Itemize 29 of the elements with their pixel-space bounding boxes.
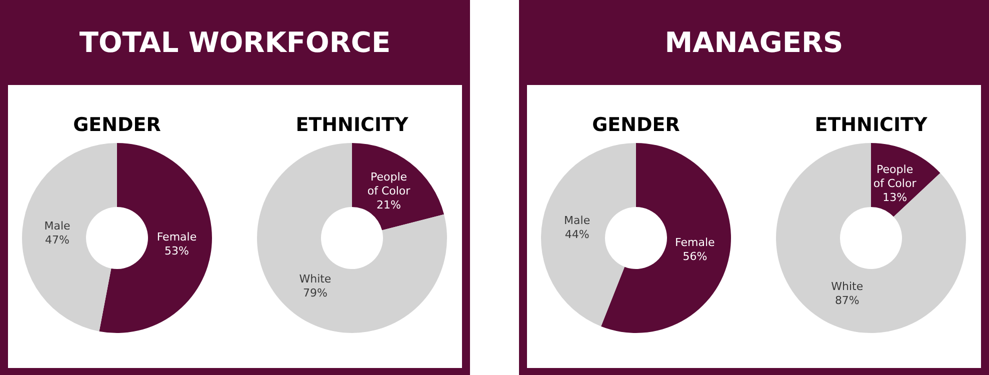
data-label: 13%: [882, 190, 908, 204]
slice-label: Female: [675, 236, 716, 250]
data-label: 79%: [303, 286, 328, 300]
chart-title: ETHNICITY: [814, 114, 928, 136]
data-label: 53%: [164, 244, 189, 258]
donut-slice: [541, 143, 636, 326]
text: MANAGERS: [664, 26, 844, 59]
donut-slice: [257, 143, 447, 333]
chart-title: ETHNICITY: [296, 114, 409, 136]
slice-label: White: [299, 272, 332, 286]
data-label: 87%: [834, 294, 860, 308]
donut-slice: [352, 143, 444, 230]
text: TOTAL WORKFORCE: [79, 26, 391, 59]
slice-label: White: [831, 280, 864, 294]
slice-label: People of Color: [873, 162, 917, 190]
slice-label: Male: [44, 219, 71, 232]
donut-slice: [22, 143, 117, 332]
chart-title: GENDER: [73, 114, 162, 136]
data-label: 44%: [564, 228, 590, 241]
data-label: 56%: [682, 250, 708, 264]
data-label: 21%: [376, 198, 401, 212]
chart-title: GENDER: [592, 114, 680, 136]
slice-label: Female: [156, 230, 197, 244]
donut-slice: [99, 143, 212, 333]
donut-slice: [776, 143, 966, 333]
donut-slice: [601, 143, 731, 333]
data-label: 47%: [45, 233, 70, 246]
slice-label: Male: [564, 214, 590, 227]
slice-label: People of Color: [367, 170, 411, 198]
